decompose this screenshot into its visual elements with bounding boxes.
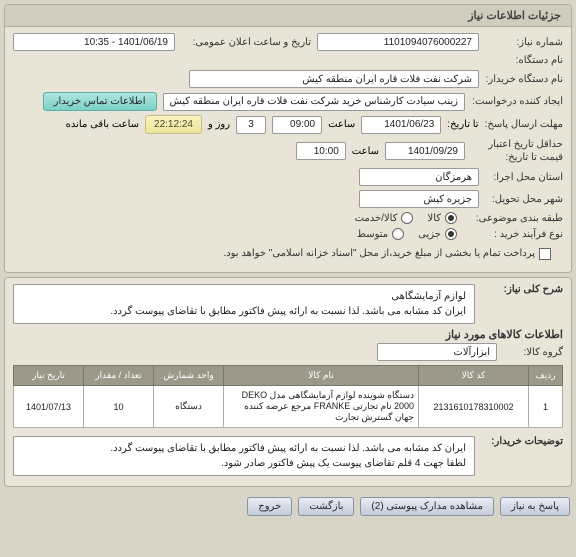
buyer-notes-1: ایران کد مشابه می باشد. لذا نسبت به ارائ… [22,441,466,456]
countdown-timer: 22:12:24 [145,115,202,134]
radio-goods-label: کالا [427,213,441,224]
td-qty: 10 [84,386,154,428]
th-qty: تعداد / مقدار [84,366,154,386]
need-info-panel: جزئیات اطلاعات نیاز شماره نیاز: 11010940… [4,4,572,273]
deadline-until: تا تاریخ: [447,119,478,130]
deadline-date: 1401/06/23 [361,116,441,134]
process-radio-group: جزیی متوسط [357,228,457,240]
radio-low[interactable] [445,228,457,240]
items-section-title: اطلاعات کالاهای مورد نیاز [13,328,563,341]
time-left-label: ساعت باقی مانده [66,119,139,130]
td-idx: 1 [529,386,563,428]
creator-label: ایجاد کننده درخواست: [471,96,563,107]
th-unit: واحد شمارش [154,366,224,386]
need-no-field: 1101094076000227 [317,33,479,51]
validity-label-line1: حداقل تاریخ اعتبار [488,139,563,150]
hour-label-2: ساعت [352,146,379,157]
classification-label: طبقه بندی موضوعی: [463,213,563,224]
buyer-notes-box: ایران کد مشابه می باشد. لذا نسبت به ارائ… [13,436,475,476]
validity-date: 1401/09/29 [385,142,465,160]
deadline-hour: 09:00 [272,116,322,134]
day-and-label: روز و [208,119,230,130]
desc-title-label: شرح کلی نیاز: [481,284,563,295]
radio-mid-label: متوسط [357,229,388,240]
radio-service[interactable] [401,212,413,224]
delivery-city-label: شهر محل تحویل: [485,194,563,205]
radio-low-label: جزیی [418,229,441,240]
exit-button[interactable]: خروج [247,497,292,516]
table-row[interactable]: 1 2131610178310002 دستگاه شوینده لوازم آ… [14,386,563,428]
classification-radio-group: کالا کالا/خدمت [355,212,457,224]
radio-mid[interactable] [392,228,404,240]
goods-group-label: گروه کالا: [503,347,563,358]
validity-label-line2: قیمت تا تاریخ: [506,152,563,163]
buyer-field: شرکت نفت فلات قاره ایران منطقه کیش [189,70,479,88]
buyer-notes-label: توضیحات خریدار: [481,436,563,447]
attachments-button[interactable]: مشاهده مدارک پیوستی (2) [360,497,494,516]
announce-label: تاریخ و ساعت اعلان عمومی: [181,37,311,48]
treasury-note: پرداخت تمام یا بخشی از مبلغ خرید،از محل … [223,246,535,262]
radio-goods[interactable] [445,212,457,224]
td-name: دستگاه شوینده لوازم آزمایشگاهی مدل DEKO … [224,386,419,428]
deadline-label: مهلت ارسال پاسخ: [485,119,563,130]
buyer-label: نام دستگاه خریدار: [485,74,563,85]
td-code: 2131610178310002 [419,386,529,428]
announce-field: 1401/06/19 - 10:35 [13,33,175,51]
treasury-checkbox[interactable] [539,248,551,260]
th-name: نام کالا [224,366,419,386]
desc-box: لوازم آزمایشگاهی ایران کد مشابه می باشد.… [13,284,475,324]
desc-line2: ایران کد مشابه می باشد. لذا نسبت به ارائ… [22,304,466,319]
need-desc-panel: شرح کلی نیاز: لوازم آزمایشگاهی ایران کد … [4,277,572,487]
reply-button[interactable]: پاسخ به نیاز [500,497,570,516]
th-code: کد کالا [419,366,529,386]
contact-buyer-button[interactable]: اطلاعات تماس خریدار [43,92,157,111]
back-button[interactable]: بازگشت [298,497,354,516]
th-date: تاریخ نیاز [14,366,84,386]
table-header-row: ردیف کد کالا نام کالا واحد شمارش تعداد /… [14,366,563,386]
panel-title: جزئیات اطلاعات نیاز [5,5,571,27]
creator-field: زینب سیادت کارشناس خرید شرکت نفت فلات قا… [163,93,465,111]
delivery-city-field: جزیره کیش [359,190,479,208]
exec-loc-field: هرمزگان [359,168,479,186]
items-table: ردیف کد کالا نام کالا واحد شمارش تعداد /… [13,365,563,428]
hour-label-1: ساعت [328,119,355,130]
validity-label: حداقل تاریخ اعتبار قیمت تا تاریخ: [471,138,563,164]
device-label: نام دستگاه: [485,55,563,66]
desc-line1: لوازم آزمایشگاهی [22,289,466,304]
footer-buttons: پاسخ به نیاز مشاهده مدارک پیوستی (2) باز… [0,491,576,522]
radio-service-label: کالا/خدمت [355,213,398,224]
need-no-label: شماره نیاز: [485,37,563,48]
buyer-notes-2: لطفا جهت 4 قلم تقاضای پیوست یک پیش فاکتو… [22,456,466,471]
td-unit: دستگاه [154,386,224,428]
th-idx: ردیف [529,366,563,386]
process-label: نوع فرآیند خرید : [463,229,563,240]
validity-hour: 10:00 [296,142,346,160]
days-left: 3 [236,116,266,134]
td-date: 1401/07/13 [14,386,84,428]
goods-group-field: ابزارآلات [377,343,497,361]
exec-loc-label: استان محل اجرا: [485,172,563,183]
